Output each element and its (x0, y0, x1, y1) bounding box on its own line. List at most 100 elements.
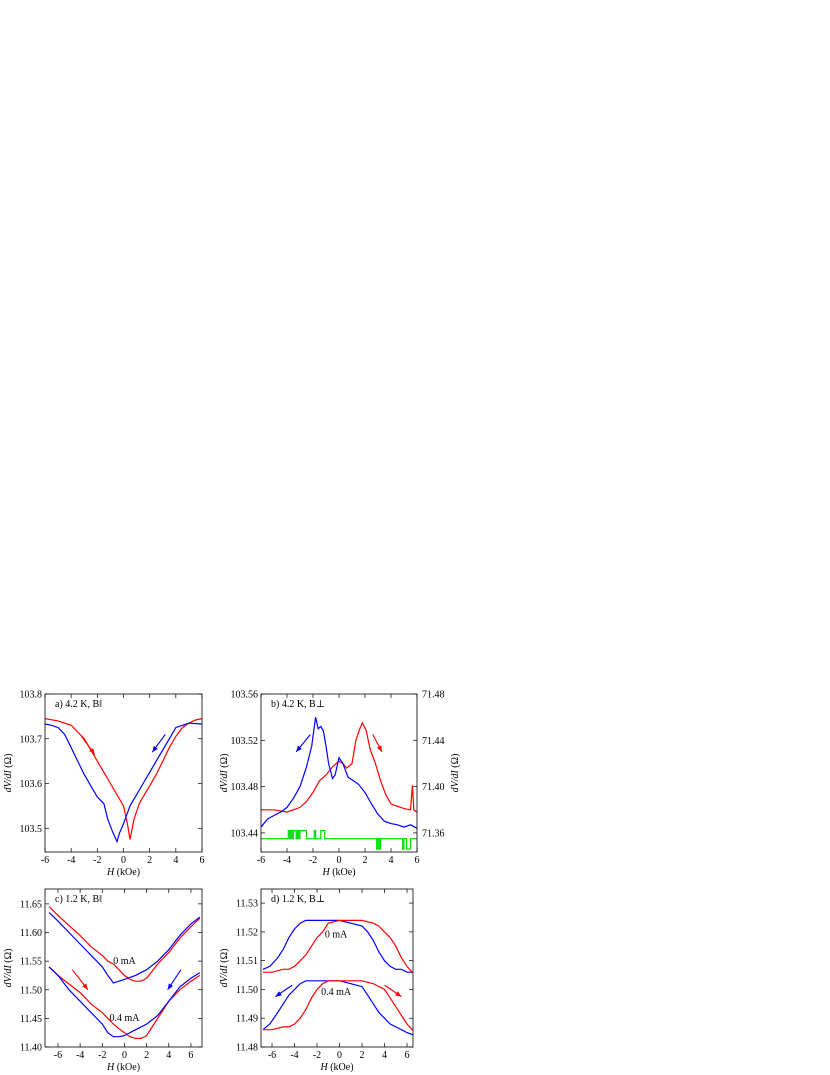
y-tick-label: 103.44 (231, 828, 259, 839)
x-axis-label-symbol: H (319, 1062, 328, 1073)
x-axis-label-symbol: H (321, 867, 330, 878)
panel-d: -6 -4 -2 0 2 4 6 11.48 11.49 11.50 11.51 11.52 11.53… (219, 888, 414, 1073)
series-line-3 (48, 966, 201, 1038)
sweep-arrow-head-icon (395, 991, 402, 997)
x-axis-label-unit: (kOe) (330, 867, 356, 878)
y2-tick-label: 71.48 (422, 690, 445, 701)
plot-frame (44, 888, 203, 1048)
series-line-0 (48, 906, 201, 982)
x-axis-label-unit: (kOe) (114, 867, 140, 878)
x-tick-label: -2 (98, 1050, 106, 1061)
y-tick-label: 11.52 (236, 927, 258, 938)
y-tick-label: 11.50 (236, 985, 258, 996)
x-tick-label: -2 (309, 855, 317, 866)
y-axis-label: dV/dI (Ω) (3, 754, 14, 793)
series-line-0 (261, 721, 417, 813)
y-axis-label-unit: (Ω) (219, 754, 230, 771)
y2-tick-label: 71.36 (422, 828, 445, 839)
sweep-arrow-head-icon (167, 983, 174, 990)
x-axis-label-unit: (kOe) (328, 1062, 354, 1073)
sweep-arrow-head-icon (152, 745, 158, 753)
y2-tick-label: 71.44 (422, 736, 445, 747)
y-tick-label: 103.56 (231, 690, 259, 701)
y-axis-label-symbol: dV/dI (3, 770, 14, 793)
x-tick-label: 6 (200, 855, 205, 866)
y-axis-label-symbol: dV/dI (219, 770, 230, 793)
x-axis-label-symbol: H (106, 867, 115, 878)
x-tick-label: 6 (188, 1050, 193, 1061)
y-tick-label: 11.40 (20, 1043, 42, 1054)
x-tick-label: 6 (405, 1050, 410, 1061)
y-tick-label: 11.60 (20, 928, 42, 939)
y-axis-label-unit: (Ω) (3, 754, 14, 771)
series-line-0 (262, 919, 413, 973)
y-axis-label-symbol: dV/dI (219, 965, 230, 988)
x-tick-label: 4 (382, 1050, 387, 1061)
x-tick-label: 2 (144, 1050, 149, 1061)
sweep-arrow-head-icon (82, 983, 88, 990)
x-tick-label: 4 (166, 1050, 171, 1061)
y-axis-label: dV/dI (Ω) (219, 754, 230, 793)
y-tick-label: 11.55 (20, 957, 42, 968)
y2-tick-label: 71.40 (422, 782, 445, 793)
series-line-1 (45, 722, 202, 844)
x-tick-label: -6 (41, 855, 49, 866)
x-tick-label: 0 (121, 855, 126, 866)
panel-label: c) 1.2 K, B‖ (55, 894, 102, 905)
series-line-1 (263, 919, 413, 974)
y-axis-label-unit: (Ω) (3, 949, 14, 966)
x-tick-label: -4 (67, 855, 75, 866)
x-axis-label: H (kOe) (321, 867, 355, 878)
sweep-arrow-head-icon (296, 745, 302, 752)
x-axis-label: H (kOe) (106, 1062, 140, 1073)
panel-a: -6 -4 -2 0 2 4 6 103.5 103.6 103.7 103.8 H (kOe) dV/… (3, 690, 205, 879)
current-label: 0.4 mA (109, 1013, 140, 1024)
y-axis-label-symbol: dV/dI (3, 965, 14, 988)
x-tick-label: -4 (283, 855, 291, 866)
y-tick-label: 103.48 (231, 782, 259, 793)
x-tick-label: -6 (257, 855, 265, 866)
x-axis-label: H (kOe) (106, 867, 140, 878)
current-label: 0 mA (113, 956, 136, 967)
x-tick-label: 0 (122, 1050, 127, 1061)
x-axis-label: H (kOe) (319, 1062, 353, 1073)
y2-axis-label-symbol: dV/dI (450, 770, 461, 793)
y-tick-label: 11.45 (20, 1014, 42, 1025)
x-axis-label-unit: (kOe) (114, 1062, 140, 1073)
x-tick-label: -2 (93, 855, 101, 866)
plot-frame (260, 888, 414, 1048)
series-line-2 (261, 829, 417, 850)
x-tick-label: 6 (415, 855, 420, 866)
series-line-2 (48, 966, 201, 1040)
y-tick-label: 103.5 (20, 824, 43, 835)
y-tick-label: 11.49 (236, 1014, 258, 1025)
y2-axis-label: dV/dI (Ω) (450, 754, 461, 793)
sweep-arrow-head-icon (275, 991, 282, 997)
y-tick-label: 11.51 (236, 956, 258, 967)
series-line-0 (45, 718, 202, 840)
x-axis-label-symbol: H (106, 1062, 115, 1073)
y-axis-label: dV/dI (Ω) (3, 949, 14, 988)
plot-frame (260, 693, 418, 853)
y2-axis-label-unit: (Ω) (450, 754, 461, 771)
x-tick-label: 2 (147, 855, 152, 866)
y-tick-label: 11.48 (236, 1043, 258, 1054)
x-tick-label: -4 (290, 1050, 298, 1061)
panel-label: b) 4.2 K, B⊥ (271, 699, 325, 710)
y-axis-label-unit: (Ω) (219, 949, 230, 966)
x-tick-label: 4 (173, 855, 178, 866)
series-line-3 (263, 980, 413, 1032)
series-line-1 (261, 717, 417, 829)
panel-c: -6 -4 -2 0 2 4 6 11.40 11.45 11.50 11.55 11.60 11.65… (3, 888, 203, 1073)
y-tick-label: 103.52 (231, 736, 259, 747)
x-tick-label: 2 (360, 1050, 365, 1061)
x-tick-label: 0 (337, 1050, 342, 1061)
x-tick-label: -4 (76, 1050, 84, 1061)
current-label: 0 mA (325, 930, 348, 941)
panel-b: -6 -4 -2 0 2 4 6 103.44 103.48 103.52 103.56 71.36 7… (219, 690, 461, 879)
x-tick-label: -6 (268, 1050, 276, 1061)
y-axis-label: dV/dI (Ω) (219, 949, 230, 988)
sweep-arrow-head-icon (89, 748, 95, 755)
x-tick-label: 4 (389, 855, 394, 866)
